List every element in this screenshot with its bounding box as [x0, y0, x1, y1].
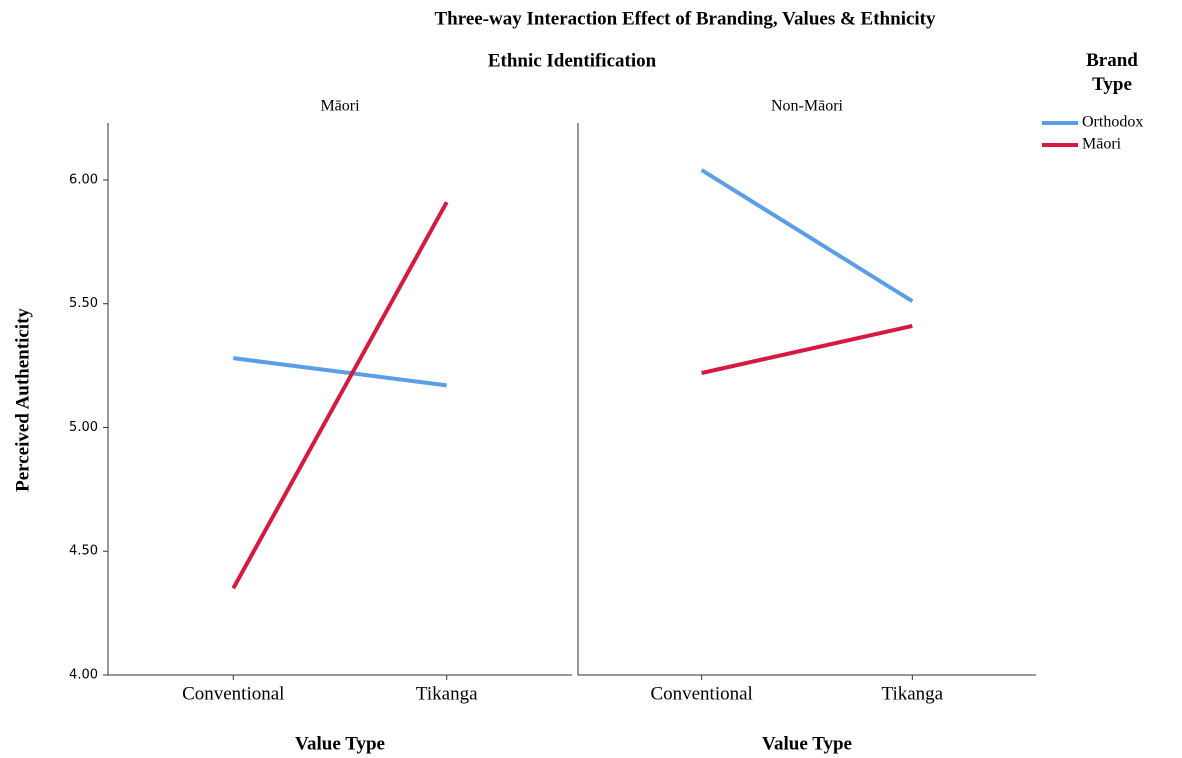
legend-label: Māori [1082, 136, 1122, 153]
y-tick-label: 5.00 [69, 420, 98, 435]
panel-title: Non-Māori [771, 98, 844, 115]
y-tick-label: 6.00 [69, 172, 98, 187]
y-tick-label: 4.50 [69, 544, 98, 559]
series-line [700, 168, 914, 303]
x-tick-label: Tikanga [882, 683, 944, 704]
panel-group-title: Ethnic Identification [488, 50, 657, 71]
panel-title: Māori [320, 98, 360, 115]
x-axis-label: Value Type [295, 733, 385, 754]
series-line [233, 356, 447, 388]
series-line [231, 201, 449, 590]
y-tick-label: 4.00 [69, 668, 98, 683]
chart-title: Three-way Interaction Effect of Branding… [434, 8, 936, 29]
x-tick-label: Tikanga [416, 683, 478, 704]
x-axis-label: Value Type [762, 733, 852, 754]
y-tick-label: 5.50 [69, 296, 98, 311]
y-axis-label: Perceived Authenticity [12, 308, 33, 492]
legend-label: Orthodox [1082, 114, 1143, 131]
series-line [701, 324, 913, 375]
x-tick-label: Conventional [650, 683, 752, 704]
x-tick-label: Conventional [182, 683, 284, 704]
legend-title: Brand Type [1086, 50, 1138, 95]
